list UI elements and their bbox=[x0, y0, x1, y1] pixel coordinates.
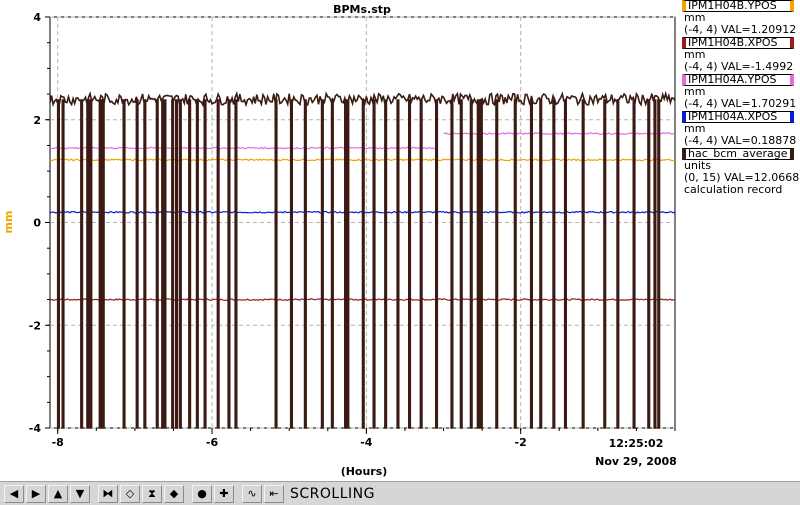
zoom-in-vertical-button[interactable]: ⧗ bbox=[142, 484, 162, 503]
waveform-icon: ∿ bbox=[247, 487, 257, 500]
legend-value: VAL=-1.4992 bbox=[717, 61, 794, 73]
legend-range: (-4, 4) VAL=1.20912 bbox=[684, 24, 797, 36]
toolbar: ◀ ▶ ▲ ▼ ⧓ ◇ ⧗ ◆ ● ✚ ∿ ⇤ SCROLLING bbox=[0, 481, 800, 505]
end-time-label: 12:25:02 bbox=[609, 437, 664, 450]
zoom-out-horizontal-button[interactable]: ◇ bbox=[120, 484, 140, 503]
y-tick-label: -2 bbox=[29, 319, 41, 332]
arrow-up-button[interactable]: ▲ bbox=[48, 484, 68, 503]
zoom-in-horizontal-button[interactable]: ⧓ bbox=[98, 484, 118, 503]
y-axis-label: mm bbox=[2, 211, 15, 234]
x-tick-label: -8 bbox=[52, 436, 64, 449]
zoom-out-horizontal-icon: ◇ bbox=[125, 487, 135, 500]
legend-range: (-4, 4) VAL=-1.4992 bbox=[684, 61, 794, 73]
zoom-in-vertical-icon: ⧗ bbox=[148, 486, 156, 500]
x-tick-label: -6 bbox=[206, 436, 219, 449]
legend-entry[interactable]: hac_bcm_average units (0, 15) VAL=12.0668 c… bbox=[680, 148, 800, 196]
legend-units: units bbox=[684, 160, 712, 172]
record-icon: ● bbox=[197, 487, 207, 500]
legend-value: VAL=0.18878 bbox=[717, 135, 797, 147]
series-line-hac-bcm-average bbox=[49, 90, 676, 429]
zoom-in-horizontal-icon: ⧓ bbox=[102, 487, 114, 500]
arrow-down-icon: ▼ bbox=[75, 487, 85, 500]
legend-range: (-4, 4) VAL=0.18878 bbox=[684, 135, 797, 147]
legend-units: mm bbox=[684, 86, 706, 98]
chart-title: BPMs.stp bbox=[333, 3, 391, 16]
y-tick-label: -4 bbox=[29, 422, 42, 435]
legend-value: VAL=1.70291 bbox=[717, 98, 797, 110]
legend-entry[interactable]: IPM1H04B.XPOS mm (-4, 4) VAL=-1.4992 bbox=[680, 37, 800, 73]
legend-units: mm bbox=[684, 49, 706, 61]
record-button[interactable]: ● bbox=[192, 484, 212, 503]
legend-range: (-4, 4) VAL=1.70291 bbox=[684, 98, 797, 110]
legend-entry[interactable]: IPM1H04A.YPOS mm (-4, 4) VAL=1.70291 bbox=[680, 74, 800, 110]
zoom-out-vertical-icon: ◆ bbox=[169, 487, 179, 500]
x-tick-label: -4 bbox=[360, 436, 373, 449]
scrolling-status: SCROLLING bbox=[290, 485, 375, 502]
arrow-right-icon: ▶ bbox=[31, 487, 41, 500]
x-axis-label: (Hours) bbox=[341, 465, 388, 478]
y-tick-label: 2 bbox=[33, 114, 41, 127]
end-date-label: Nov 29, 2008 bbox=[595, 455, 677, 468]
y-tick-label: 4 bbox=[33, 11, 41, 24]
legend-series-name[interactable]: hac_bcm_average bbox=[682, 148, 794, 160]
legend: IPM1H04B.YPOS mm (-4, 4) VAL=1.20912 IPM1H0… bbox=[680, 0, 800, 197]
legend-entry[interactable]: IPM1H04B.YPOS mm (-4, 4) VAL=1.20912 bbox=[680, 0, 800, 36]
arrow-left-icon: ◀ bbox=[9, 487, 19, 500]
legend-series-name[interactable]: IPM1H04B.YPOS bbox=[682, 0, 794, 12]
chart[interactable]: -4 -2 0 2 4 -8 -6 -4 -2 BPMs.stp mm (Hours) 12:25:02… bbox=[0, 0, 800, 481]
waveform-button[interactable]: ∿ bbox=[242, 484, 262, 503]
arrow-up-icon: ▲ bbox=[53, 487, 63, 500]
arrow-right-button[interactable]: ▶ bbox=[26, 484, 46, 503]
legend-units: mm bbox=[684, 12, 706, 24]
legend-entry[interactable]: IPM1H04A.XPOS mm (-4, 4) VAL=0.18878 bbox=[680, 111, 800, 147]
legend-value: VAL=1.20912 bbox=[717, 24, 797, 36]
legend-extra: calculation record bbox=[684, 184, 783, 196]
add-button[interactable]: ✚ bbox=[214, 484, 234, 503]
arrow-down-button[interactable]: ▼ bbox=[70, 484, 90, 503]
arrow-left-button[interactable]: ◀ bbox=[4, 484, 24, 503]
add-icon: ✚ bbox=[219, 487, 229, 500]
x-tick-label: -2 bbox=[515, 436, 527, 449]
legend-value: VAL=12.0668 bbox=[720, 172, 800, 184]
legend-range: (0, 15) VAL=12.0668 bbox=[684, 172, 800, 184]
scroll-end-button[interactable]: ⇤ bbox=[264, 484, 284, 503]
legend-series-name[interactable]: IPM1H04B.XPOS bbox=[682, 37, 794, 49]
scroll-end-icon: ⇤ bbox=[269, 487, 279, 500]
legend-series-name[interactable]: IPM1H04A.YPOS bbox=[682, 74, 794, 86]
legend-series-name[interactable]: IPM1H04A.XPOS bbox=[682, 111, 794, 123]
legend-units: mm bbox=[684, 123, 706, 135]
zoom-out-vertical-button[interactable]: ◆ bbox=[164, 484, 184, 503]
y-tick-label: 0 bbox=[33, 217, 41, 230]
